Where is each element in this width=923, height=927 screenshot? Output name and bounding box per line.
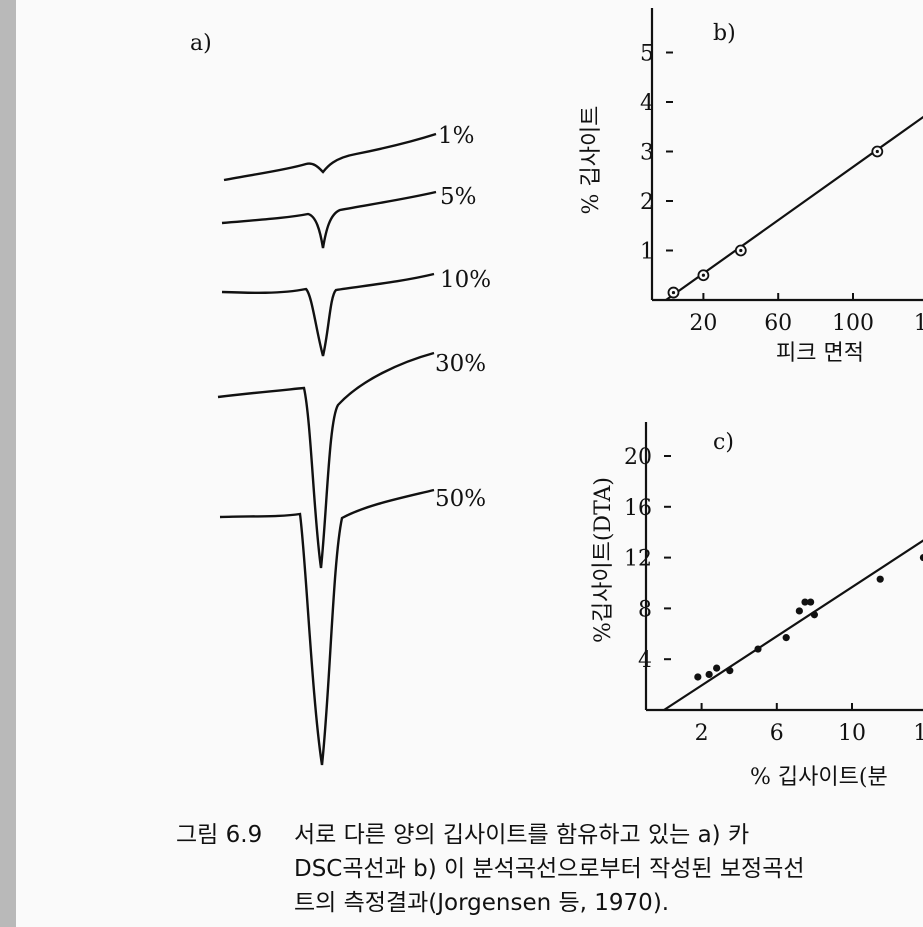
c-data-point	[782, 634, 790, 642]
c-data-point	[705, 670, 713, 679]
dsc-curve-50pct	[219, 488, 435, 766]
panel-b-x-axis-label: 피크 면적	[776, 341, 864, 366]
c-y-tick-label: 4	[638, 648, 652, 673]
b-y-tick-label: 4	[640, 91, 654, 116]
c-y-tick-label: 16	[624, 496, 652, 521]
caption-line-2: DSC곡선과 b) 이 분석곡선으로부터 작성된 보정곡선	[294, 856, 805, 882]
b-y-tick-label: 5	[640, 42, 654, 67]
c-data-point	[713, 664, 721, 672]
curve-label-50pct: 50%	[435, 486, 486, 512]
b-fit-line	[665, 115, 923, 301]
figure-6-9: a) 1% 5% 10% 30% 50% b) 20601001412345 %…	[190, 8, 923, 790]
c-data-point	[694, 673, 702, 681]
c-data-point	[801, 598, 809, 606]
c-y-tick-label: 20	[624, 445, 652, 470]
panel-c-y-axis-label: %깁사이트(DTA)	[591, 477, 616, 643]
caption-figure-number: 그림 6.9	[176, 822, 263, 848]
c-x-tick-label: 14	[913, 721, 923, 746]
c-x-tick-label: 2	[695, 721, 709, 746]
dsc-curve-5pct	[221, 190, 437, 249]
panel-b-y-axis-label: % 깁사이트	[579, 106, 604, 215]
c-y-tick-label: 8	[638, 597, 652, 622]
b-x-tick-label: 14	[914, 311, 923, 336]
b-x-tick-label: 100	[832, 311, 874, 336]
figure-caption: 그림 6.9 서로 다른 양의 깁사이트를 함유하고 있는 a) 카 DSC곡선과…	[176, 818, 923, 920]
caption-line-3: 트의 측정결과(Jorgensen 등, 1970).	[294, 890, 670, 916]
dsc-curve-10pct	[221, 272, 435, 357]
panel-a-label: a)	[190, 31, 212, 56]
b-x-tick-label: 60	[764, 311, 792, 336]
panel-a-dsc-curves: a) 1% 5% 10% 30% 50%	[190, 31, 491, 766]
c-data-point	[726, 667, 734, 675]
c-data-point	[754, 645, 762, 653]
b-y-tick-label: 1	[640, 240, 654, 265]
panel-c-dta-chart: c) 2 6 10 14 4 8 12 16 20 %깁사이트(DTA) % 깁사이트(분	[591, 422, 923, 790]
c-x-tick-label: 10	[838, 721, 866, 746]
panel-c-x-axis-label: % 깁사이트(분	[750, 765, 888, 790]
c-x-tick-label: 6	[770, 721, 784, 746]
curve-label-5pct: 5%	[440, 184, 477, 210]
c-data-point	[876, 575, 884, 583]
c-data-point	[919, 554, 923, 562]
dsc-curve-30pct	[217, 351, 435, 569]
scanned-page: a) 1% 5% 10% 30% 50% b) 20601001412345 %…	[16, 0, 923, 927]
dsc-curve-1pct	[223, 132, 437, 182]
panel-c-label: c)	[713, 430, 734, 455]
caption-line-1: 서로 다른 양의 깁사이트를 함유하고 있는 a) 카	[294, 822, 750, 848]
b-x-tick-label: 20	[689, 311, 717, 336]
c-data-point	[810, 611, 819, 619]
curve-label-30pct: 30%	[435, 351, 486, 377]
b-data-point	[697, 269, 710, 282]
c-data-point	[807, 598, 815, 606]
b-data-point	[734, 244, 747, 257]
panel-b-label: b)	[713, 21, 736, 46]
c-data-point	[795, 607, 803, 615]
b-y-tick-label: 2	[640, 190, 654, 215]
b-data-point	[667, 286, 680, 299]
b-y-tick-label: 3	[640, 141, 654, 166]
c-y-tick-label: 12	[624, 547, 652, 572]
c-fit-line	[663, 539, 923, 711]
curve-label-1pct: 1%	[438, 123, 475, 149]
curve-label-10pct: 10%	[440, 267, 491, 293]
b-data-point	[871, 145, 884, 158]
left-scanner-border	[0, 0, 16, 927]
panel-b-calibration-chart: b) 20 60 100 14 1 2 3 4 5 % 깁사이트 피크 면적	[579, 8, 923, 366]
